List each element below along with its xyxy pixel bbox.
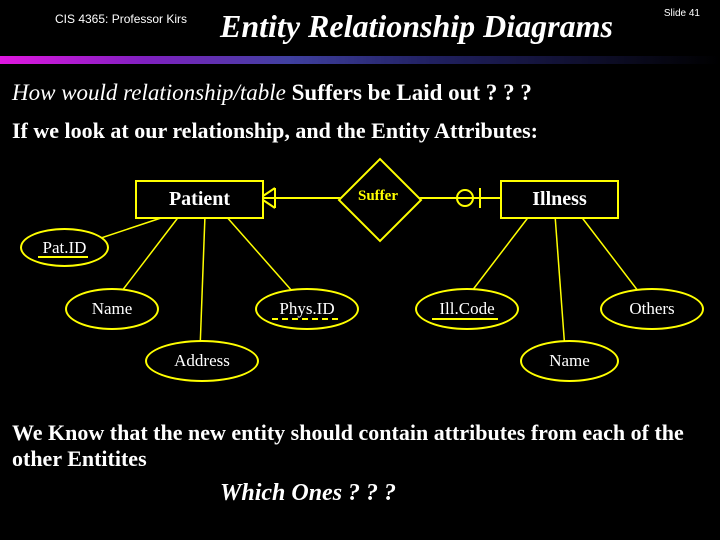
attr-others: Others xyxy=(600,288,704,330)
attr-address: Address xyxy=(145,340,259,382)
relationship-suffer: Suffer xyxy=(338,168,418,228)
course-label: CIS 4365: Professor Kirs xyxy=(55,12,187,26)
footer-text-2: Which Ones ? ? ? xyxy=(220,480,396,507)
entity-patient: Patient xyxy=(135,180,264,219)
attr-name1: Name xyxy=(65,288,159,330)
relationship-suffer-label: Suffer xyxy=(338,188,418,205)
attr-physid: Phys.ID xyxy=(255,288,359,330)
entity-illness: Illness xyxy=(500,180,619,219)
attr-patid: Pat.ID xyxy=(20,228,109,267)
attr-physid-label: Phys.ID xyxy=(279,299,334,319)
page-title: Entity Relationship Diagrams xyxy=(220,8,613,45)
underline-patid xyxy=(38,256,88,258)
q1-bold: Suffers be Laid out ? ? ? xyxy=(292,80,532,105)
slide-number: Slide 41 xyxy=(664,8,700,19)
attr-name2: Name xyxy=(520,340,619,382)
question-line-2: If we look at our relationship, and the … xyxy=(12,118,538,144)
underline-physid xyxy=(272,318,338,320)
attr-illcode-label: Ill.Code xyxy=(439,299,494,319)
attr-address-label: Address xyxy=(174,351,230,371)
attr-illcode: Ill.Code xyxy=(415,288,519,330)
question-line-1: How would relationship/table Suffers be … xyxy=(12,80,532,106)
divider-gradient xyxy=(0,56,720,64)
entity-patient-label: Patient xyxy=(169,188,230,211)
attr-name2-label: Name xyxy=(549,351,590,371)
attr-patid-label: Pat.ID xyxy=(43,238,87,258)
attr-name1-label: Name xyxy=(92,299,133,319)
underline-illcode xyxy=(432,318,498,320)
footer-text-1: We Know that the new entity should conta… xyxy=(12,420,712,472)
attr-others-label: Others xyxy=(629,299,674,319)
q1-prefix: How would relationship/table xyxy=(12,80,292,105)
entity-illness-label: Illness xyxy=(532,188,586,211)
header: CIS 4365: Professor Kirs Slide 41 Entity… xyxy=(0,0,720,55)
